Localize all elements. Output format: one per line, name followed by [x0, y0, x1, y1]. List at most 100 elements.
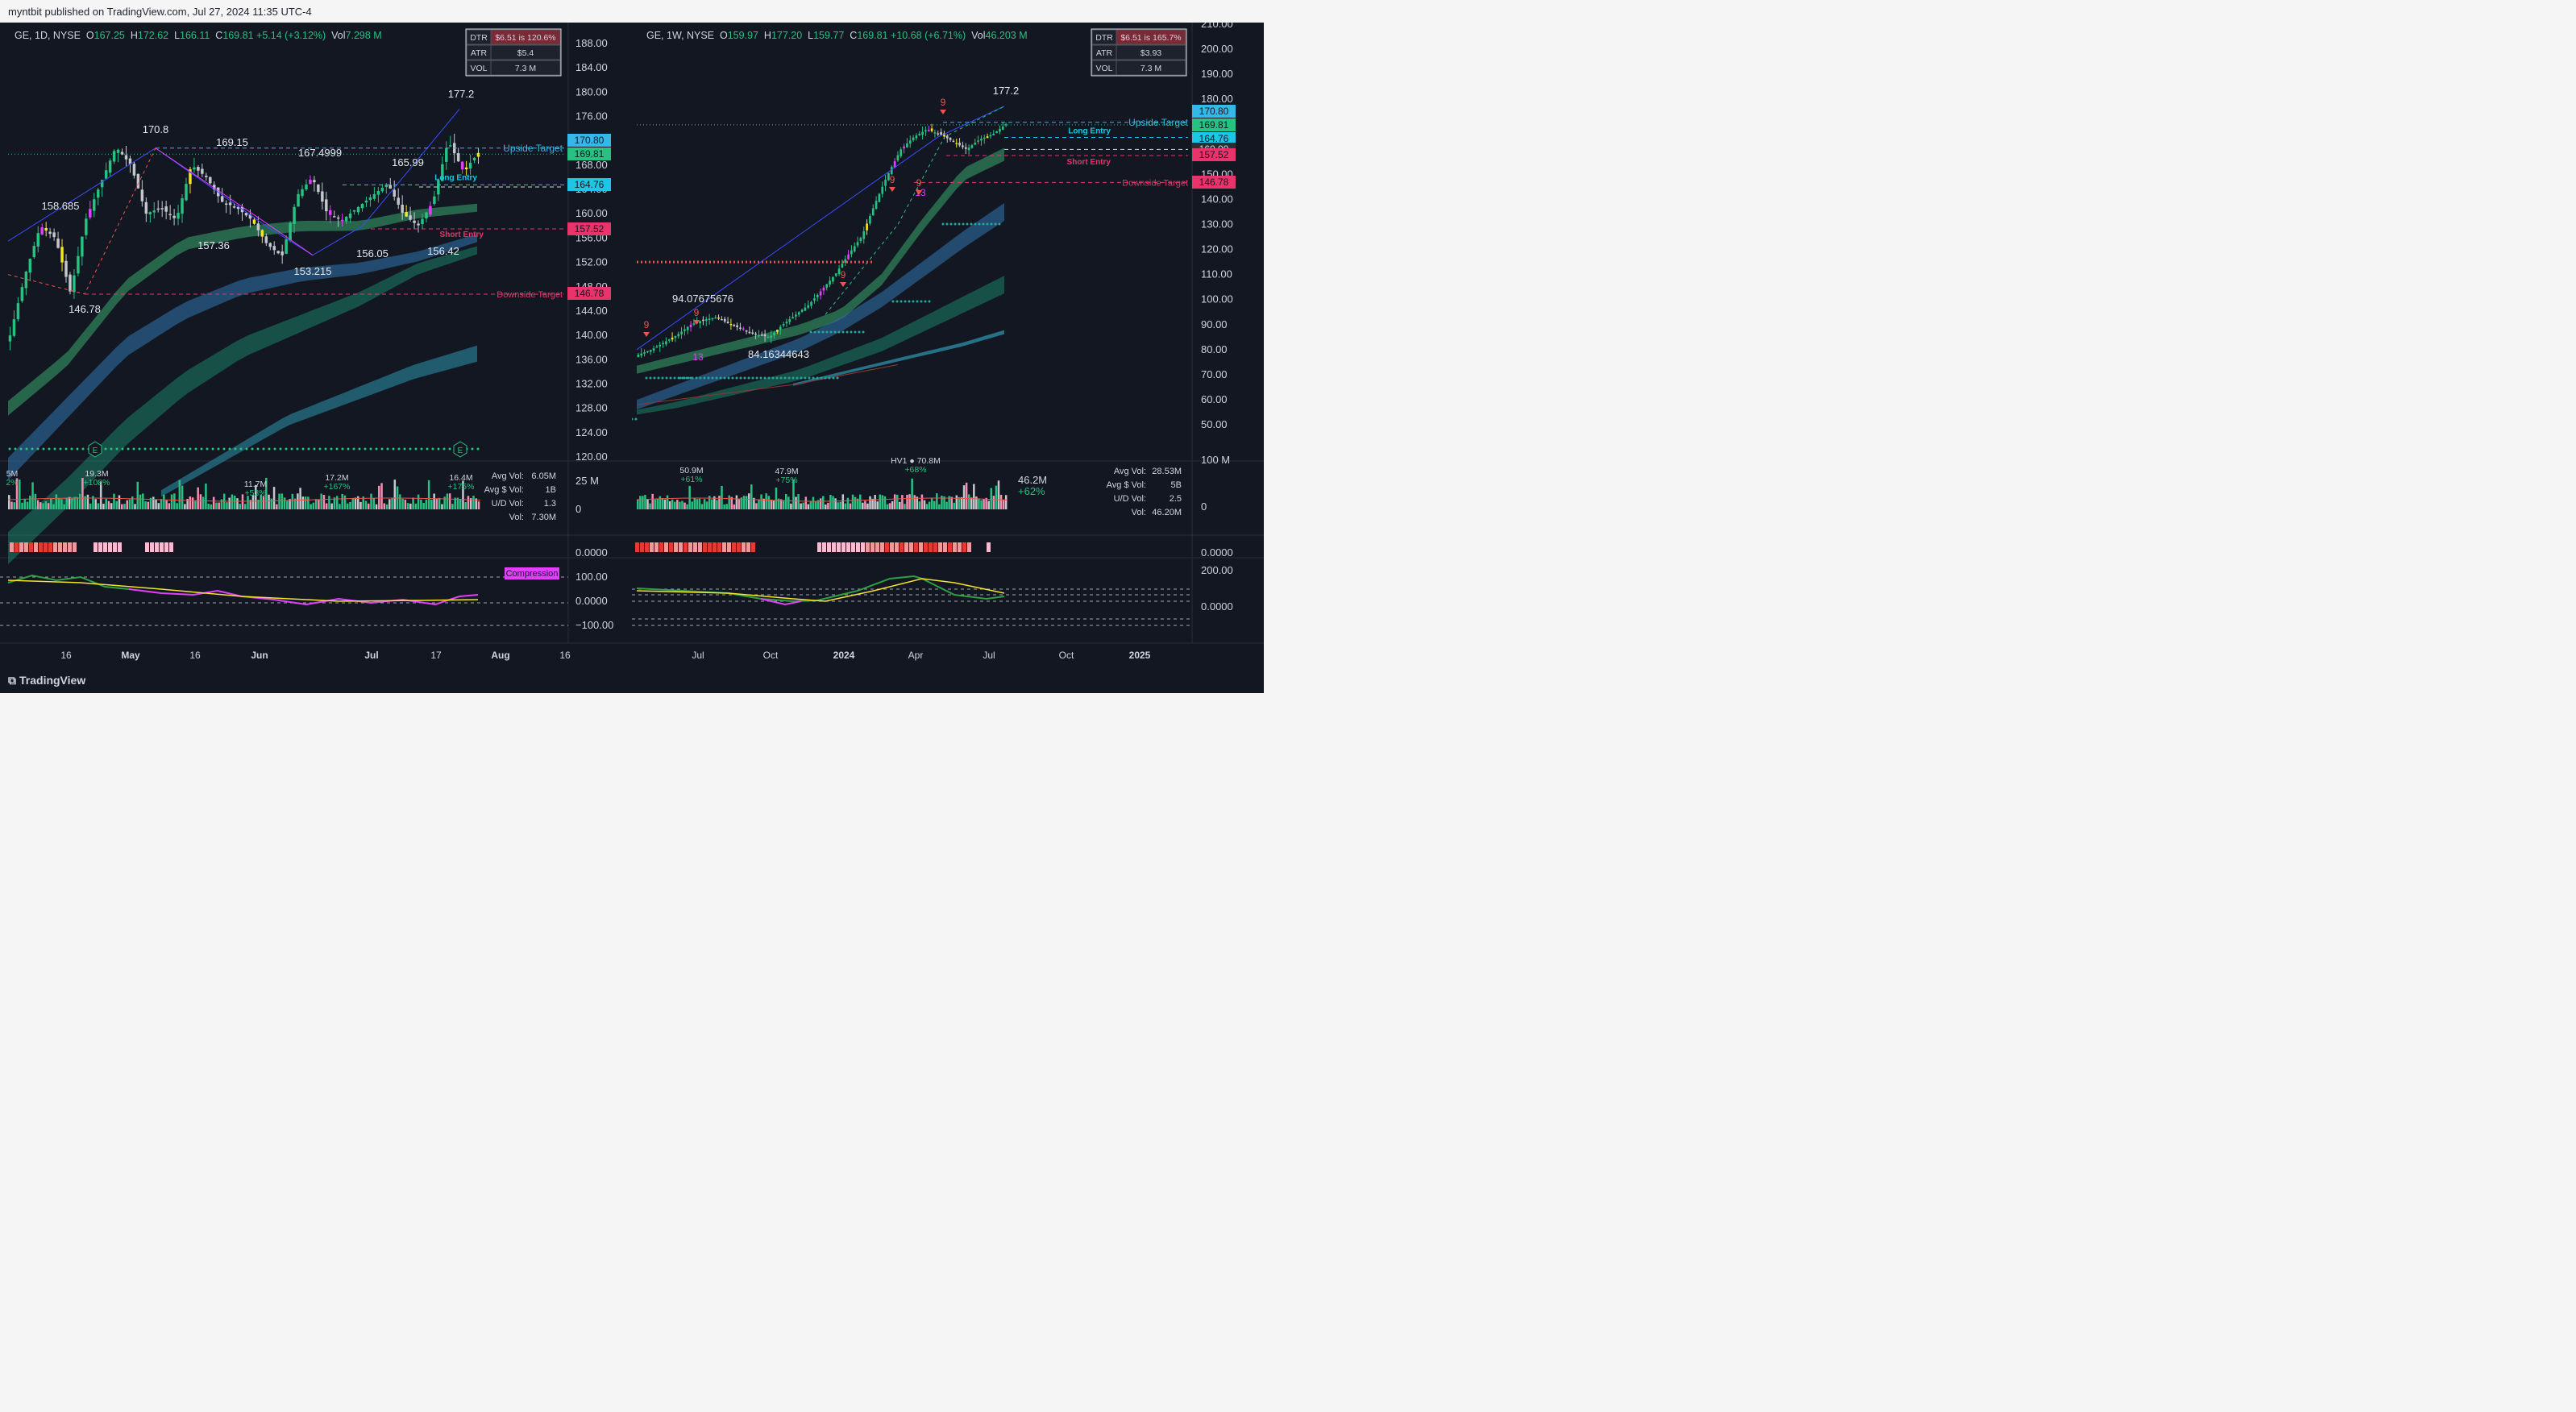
candle-body	[967, 147, 970, 151]
volume-bar	[869, 496, 871, 509]
earnings-dot	[279, 447, 282, 451]
candle-body	[209, 176, 212, 184]
candle-body	[405, 212, 408, 217]
earnings-dot	[358, 447, 361, 451]
price-tag: 146.78	[1199, 176, 1229, 188]
volume-bar	[965, 482, 968, 509]
candle-body	[652, 348, 655, 351]
volume-bar	[270, 498, 273, 509]
candle-body	[890, 167, 893, 175]
volume-bar	[304, 496, 307, 509]
candle-body	[837, 268, 841, 275]
support-dot	[978, 222, 981, 226]
ohlc-part: Vol	[971, 30, 985, 41]
candle-body	[903, 146, 905, 149]
volume-bar	[659, 496, 662, 509]
earnings-dot	[409, 447, 412, 451]
price-tag-bg	[1192, 132, 1236, 145]
support-dot	[990, 222, 993, 226]
volume-bar	[383, 503, 386, 509]
x-tick-label: Aug	[491, 650, 509, 661]
x-tick-label: 2025	[1129, 650, 1151, 661]
volume-bar	[128, 499, 131, 509]
volume-bar	[260, 494, 263, 509]
pivot-label: 153.215	[294, 265, 332, 277]
candle-body	[887, 172, 890, 181]
support-dot	[833, 330, 837, 334]
earnings-dot	[42, 447, 45, 451]
volume-bar	[113, 493, 115, 509]
volume-bar	[60, 499, 63, 509]
earnings-dot	[380, 447, 384, 451]
candle-body	[745, 330, 748, 332]
volume-bar	[654, 499, 656, 509]
squeeze-dot	[683, 542, 688, 552]
candle-body	[268, 243, 272, 247]
volume-bar	[142, 493, 144, 509]
support-dot	[832, 376, 835, 380]
x-tick-label: 17	[430, 650, 442, 661]
support-dot	[719, 376, 722, 380]
squeeze-dot	[698, 542, 702, 552]
earnings-dot	[64, 447, 68, 451]
earnings-marker	[453, 441, 467, 458]
candle-body	[915, 135, 918, 139]
earnings-dot	[70, 447, 73, 451]
oscillator-axis-label: 0.0000	[575, 595, 608, 607]
y-tick-label: 70.00	[1201, 368, 1228, 380]
candle-body	[782, 324, 785, 326]
ema-ribbon-long	[161, 345, 477, 497]
tv-logo-text: TradingView	[19, 674, 86, 687]
y-tick-label: 144.00	[575, 305, 608, 317]
symbol-ohlc-header: GE, 1W, NYSE O159.97 H177.20 L159.77 C16…	[646, 30, 1028, 41]
y-tick-label: 176.00	[575, 110, 608, 123]
volume-bar	[139, 494, 142, 509]
volume-bar	[800, 503, 802, 509]
volume-bar	[107, 500, 110, 509]
squeeze-dot	[155, 542, 159, 552]
volume-bar	[76, 496, 79, 509]
squeeze-dot	[987, 542, 991, 552]
volume-bar	[147, 501, 150, 509]
volume-bar	[322, 495, 326, 509]
support-dot	[924, 300, 927, 303]
volume-bar	[639, 496, 642, 509]
volume-stat-label: U/D Vol:	[492, 499, 524, 509]
volume-bar	[945, 501, 948, 509]
earnings-dot	[36, 447, 39, 451]
earnings-dot	[217, 447, 220, 451]
candle-body	[940, 131, 942, 135]
tradingview-logo[interactable]: ⧉ TradingView	[8, 674, 85, 687]
volume-stat-label: Vol:	[1132, 508, 1146, 517]
candle-body	[674, 335, 677, 338]
price-tag: 157.52	[575, 223, 605, 235]
volume-bar	[339, 504, 341, 509]
volume-bar	[218, 502, 220, 509]
weekly-chart-panel[interactable]: 210.00200.00190.00180.00170.00160.00150.…	[632, 23, 1264, 667]
price-tag: 169.81	[1199, 119, 1229, 131]
volume-bar	[42, 503, 44, 509]
support-dot	[695, 376, 698, 380]
candle-body	[800, 309, 804, 312]
squeeze-dot	[929, 542, 933, 552]
squeeze-dot	[93, 542, 98, 552]
earnings-dot	[426, 447, 429, 451]
squeeze-dot	[967, 542, 971, 552]
volume-bar	[983, 499, 985, 509]
daily-chart-panel[interactable]: 188.00184.00180.00176.00172.00168.00164.…	[0, 23, 632, 667]
price-tag-bg	[1192, 176, 1236, 189]
candle-body	[763, 334, 767, 337]
volume-bar	[320, 493, 322, 509]
volume-pct-label: +68%	[904, 465, 926, 475]
volume-bar	[748, 493, 750, 509]
earnings-dot	[76, 447, 79, 451]
candle-body	[433, 196, 436, 204]
candle-body	[791, 317, 794, 319]
support-dot	[679, 376, 682, 380]
squeeze-dot	[53, 542, 57, 552]
oscillator-magenta-line	[128, 588, 479, 606]
candle-body	[280, 251, 284, 255]
candle-body	[980, 139, 983, 141]
earnings-dot	[25, 447, 28, 451]
volume-bar	[896, 494, 899, 509]
